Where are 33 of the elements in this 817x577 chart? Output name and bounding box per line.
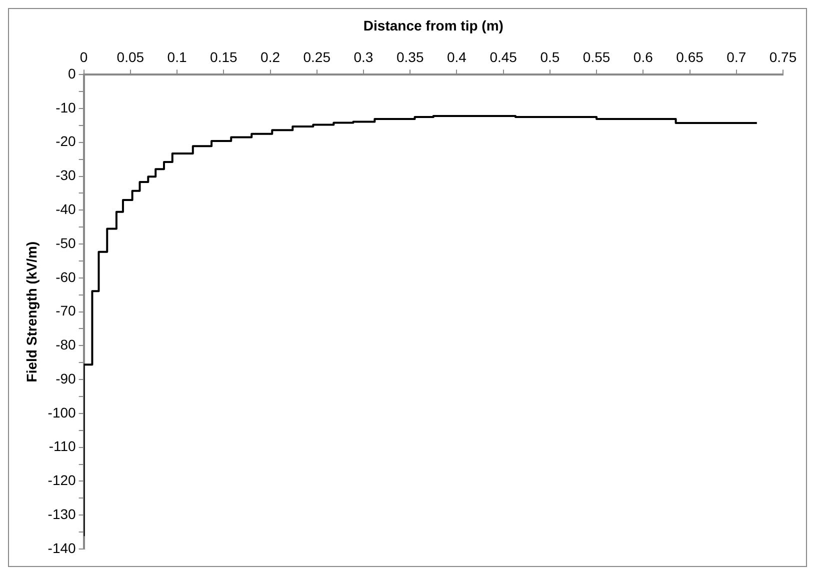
y-tick-label: -130 <box>48 506 76 522</box>
x-tick-label: 0.45 <box>490 49 518 66</box>
x-axis-title: Distance from tip (m) <box>363 17 504 34</box>
y-tick-label: -80 <box>56 336 76 353</box>
y-tick-label: -40 <box>56 201 76 217</box>
x-tick-label: 0.25 <box>303 49 331 66</box>
x-tick-label: 0.1 <box>167 49 187 66</box>
x-tick-label: 0.5 <box>540 49 560 66</box>
y-tick-label: -140 <box>48 540 76 556</box>
x-tick-label: 0.15 <box>210 49 238 66</box>
y-tick-label: -30 <box>56 167 76 184</box>
x-tick-label: 0.65 <box>676 49 704 66</box>
x-tick-label: 0.3 <box>354 49 374 66</box>
y-tick-label: -120 <box>48 472 76 488</box>
y-tick-label: 0 <box>68 65 76 82</box>
y-tick-label: -90 <box>56 370 76 386</box>
y-tick-label: -110 <box>48 438 76 454</box>
y-tick-label: -10 <box>56 99 76 116</box>
y-tick-label: -50 <box>56 234 76 251</box>
x-tick-label: 0.2 <box>260 49 280 66</box>
x-tick-label: 0.55 <box>582 49 610 66</box>
x-tick-label: 0.05 <box>116 49 144 66</box>
x-tick-label: 0.75 <box>769 49 797 66</box>
x-tick-label: 0.7 <box>726 49 746 66</box>
y-tick-label: -60 <box>56 268 76 285</box>
x-tick-label: 0 <box>80 49 88 66</box>
x-tick-label: 0.35 <box>396 49 424 66</box>
y-tick-label: -20 <box>56 133 76 150</box>
y-tick-label: -70 <box>56 302 76 319</box>
x-tick-label: 0.6 <box>633 49 654 66</box>
y-tick-label: -100 <box>48 404 76 420</box>
x-tick-label: 0.4 <box>446 49 467 66</box>
y-axis-title: Field Strength (kV/m) <box>23 241 40 382</box>
